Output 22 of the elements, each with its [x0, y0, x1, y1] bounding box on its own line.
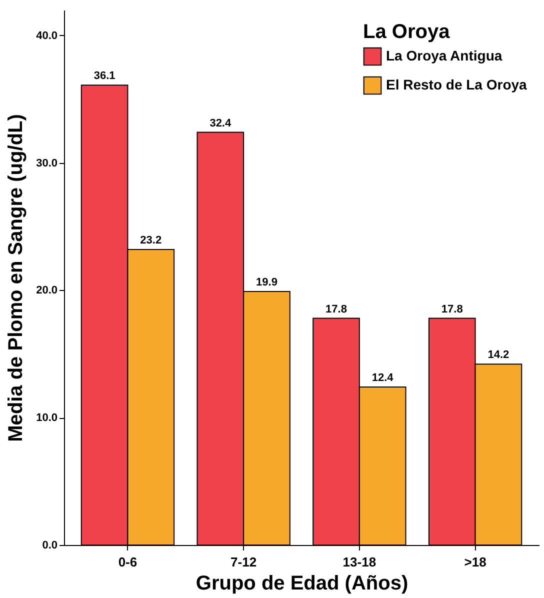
data-label: 17.8	[326, 303, 347, 316]
data-label: 32.4	[210, 117, 232, 130]
x-tick-label: 13-18	[342, 554, 376, 570]
y-tick-label: 20.0	[36, 284, 58, 297]
data-label: 17.8	[441, 303, 463, 316]
x-tick-label: 0-6	[118, 554, 138, 570]
data-label: 14.2	[488, 349, 510, 362]
legend-title: La Oroya	[363, 21, 451, 43]
legend-label: El Resto de La Oroya	[386, 76, 528, 92]
y-tick-label: 10.0	[36, 412, 58, 424]
data-label: 19.9	[256, 276, 278, 289]
data-label: 12.4	[372, 372, 394, 384]
x-tick-label: 7-12	[230, 554, 257, 570]
y-tick-label: 40.0	[36, 30, 58, 42]
legend-label: La Oroya Antigua	[386, 48, 502, 64]
x-tick-label: >18	[464, 554, 486, 570]
data-label: 36.1	[94, 70, 116, 82]
data-label: 23.2	[140, 234, 162, 246]
y-axis-title: Media de Plomo en Sangre (ug/dL)	[5, 114, 28, 442]
x-axis-title: Grupo de Edad (Años)	[196, 572, 408, 594]
y-tick-label: 0.0	[42, 540, 58, 552]
y-tick-label: 30.0	[36, 157, 58, 170]
